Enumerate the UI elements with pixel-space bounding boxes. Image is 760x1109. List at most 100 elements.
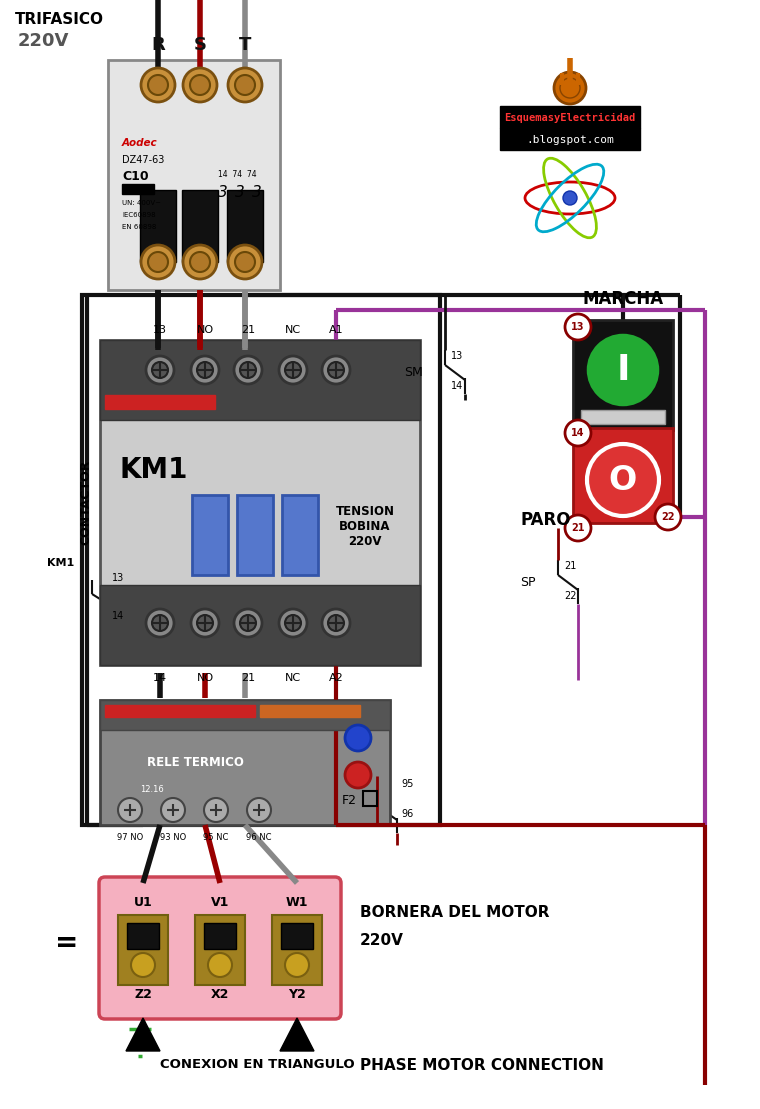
Text: .blogspot.com: .blogspot.com [526, 135, 614, 145]
Circle shape [204, 798, 228, 822]
Text: Z2: Z2 [134, 988, 152, 1001]
Circle shape [190, 75, 210, 95]
Text: SM: SM [404, 366, 423, 378]
Circle shape [152, 362, 168, 378]
Circle shape [234, 609, 262, 637]
Circle shape [190, 252, 210, 272]
Circle shape [322, 609, 350, 637]
Circle shape [560, 78, 580, 98]
Text: PHASE MOTOR CONNECTION: PHASE MOTOR CONNECTION [360, 1058, 604, 1074]
Bar [118, 915, 168, 985]
Circle shape [234, 356, 262, 384]
Circle shape [328, 362, 344, 378]
Circle shape [146, 356, 174, 384]
Text: C10: C10 [122, 170, 149, 183]
Circle shape [345, 725, 371, 751]
Text: I: I [616, 353, 630, 387]
Text: 21: 21 [241, 673, 255, 683]
Text: 13: 13 [451, 352, 464, 362]
Circle shape [285, 362, 301, 378]
Circle shape [161, 798, 185, 822]
Text: TENSION
BOBINA
220V: TENSION BOBINA 220V [335, 505, 394, 548]
Circle shape [235, 75, 255, 95]
Bar [82, 295, 440, 825]
Text: PARO: PARO [521, 511, 572, 529]
Text: X2: X2 [211, 988, 230, 1001]
Text: 96: 96 [401, 808, 413, 820]
Bar [272, 915, 322, 985]
Text: NO: NO [196, 325, 214, 335]
Bar [500, 128, 640, 150]
Bar [108, 60, 280, 289]
Polygon shape [126, 1018, 160, 1051]
Circle shape [328, 615, 344, 631]
Bar [204, 923, 236, 949]
Circle shape [191, 356, 219, 384]
Bar [105, 395, 215, 409]
Text: RELE TERMICO: RELE TERMICO [147, 755, 243, 769]
Circle shape [554, 72, 586, 104]
Circle shape [118, 798, 142, 822]
Text: T: T [239, 35, 252, 54]
Circle shape [285, 953, 309, 977]
Text: IEC60898: IEC60898 [122, 212, 156, 218]
Text: 12.16: 12.16 [140, 785, 163, 794]
Text: 22: 22 [661, 512, 675, 522]
Bar [127, 923, 159, 949]
Bar [100, 700, 390, 825]
Text: NC: NC [285, 673, 301, 683]
Text: 3: 3 [218, 185, 228, 200]
Bar [363, 791, 377, 806]
Text: EsquemasyElectricidad: EsquemasyElectricidad [505, 113, 635, 123]
Circle shape [240, 362, 256, 378]
Circle shape [655, 503, 681, 530]
Circle shape [228, 245, 262, 279]
Circle shape [228, 68, 262, 102]
Circle shape [152, 615, 168, 631]
Circle shape [197, 362, 213, 378]
Bar [282, 495, 318, 574]
Text: 14: 14 [572, 428, 584, 438]
Circle shape [563, 191, 577, 205]
Text: 95: 95 [401, 779, 413, 788]
Circle shape [565, 515, 591, 541]
Text: KM1: KM1 [120, 456, 188, 484]
Text: 97 NO: 97 NO [117, 833, 143, 842]
Text: 14: 14 [112, 611, 124, 621]
Text: W1: W1 [286, 896, 309, 909]
Bar [195, 915, 245, 985]
Text: R: R [151, 35, 165, 54]
Circle shape [141, 68, 175, 102]
Circle shape [279, 609, 307, 637]
Bar [182, 190, 218, 262]
Bar [192, 495, 228, 574]
Text: A1: A1 [328, 325, 344, 335]
Circle shape [585, 332, 661, 408]
Bar [573, 321, 673, 430]
Circle shape [565, 420, 591, 446]
Text: TRIFASICO: TRIFASICO [15, 12, 104, 27]
Circle shape [191, 609, 219, 637]
Circle shape [148, 252, 168, 272]
Text: CONTACTOR: CONTACTOR [80, 459, 93, 545]
Text: 13: 13 [112, 573, 124, 583]
Circle shape [247, 798, 271, 822]
Circle shape [240, 615, 256, 631]
Text: 93 NO: 93 NO [160, 833, 186, 842]
Text: UN: 400V~: UN: 400V~ [122, 200, 161, 206]
Text: 14  74  74: 14 74 74 [218, 170, 257, 179]
Text: NO: NO [196, 673, 214, 683]
Text: 3: 3 [252, 185, 261, 200]
Text: KM1: KM1 [47, 558, 74, 568]
Bar [260, 705, 360, 718]
Text: CONEXION EN TRIANGULO: CONEXION EN TRIANGULO [160, 1058, 355, 1071]
Text: S: S [194, 35, 207, 54]
Circle shape [146, 609, 174, 637]
Text: SP: SP [521, 576, 536, 589]
Text: 21: 21 [564, 561, 576, 571]
Text: Aodec: Aodec [122, 138, 157, 147]
Bar [105, 705, 255, 718]
Bar [500, 106, 640, 128]
Bar [100, 586, 420, 665]
Bar [581, 410, 665, 424]
